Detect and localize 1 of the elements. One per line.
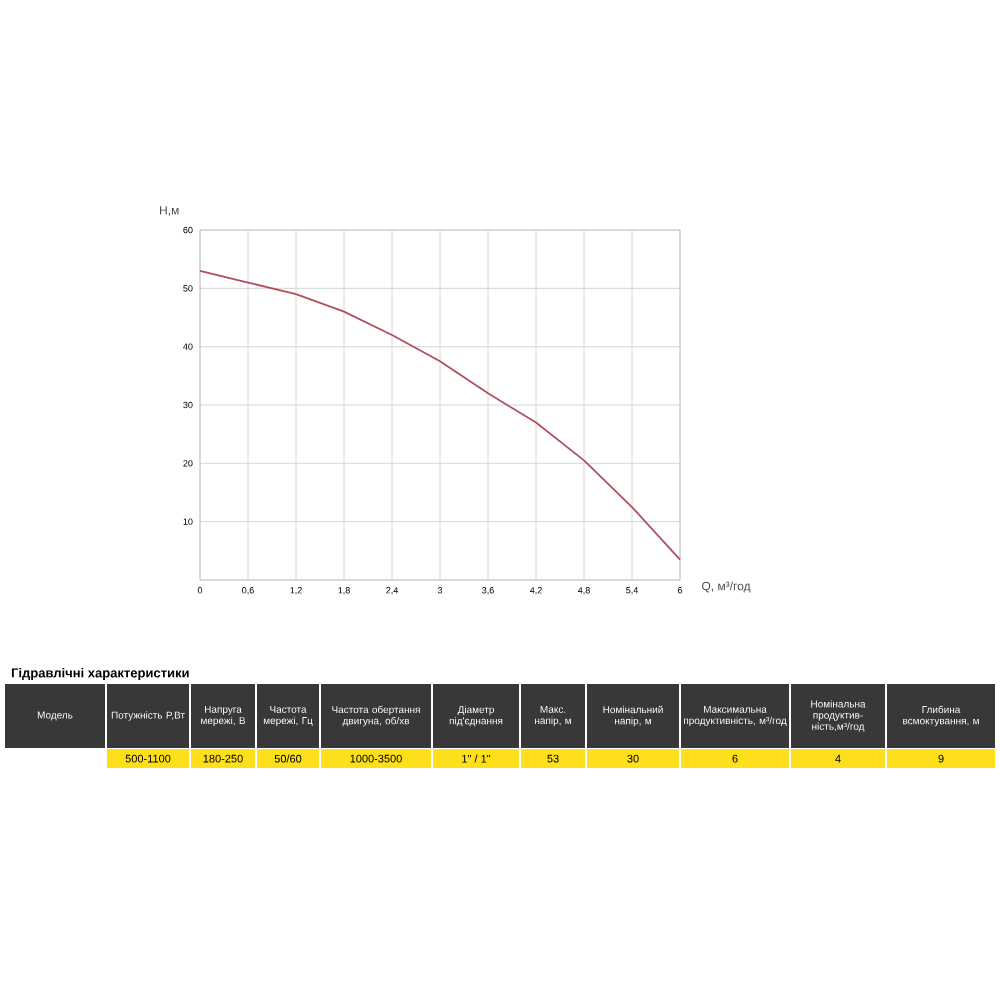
line-series [199, 269, 681, 561]
